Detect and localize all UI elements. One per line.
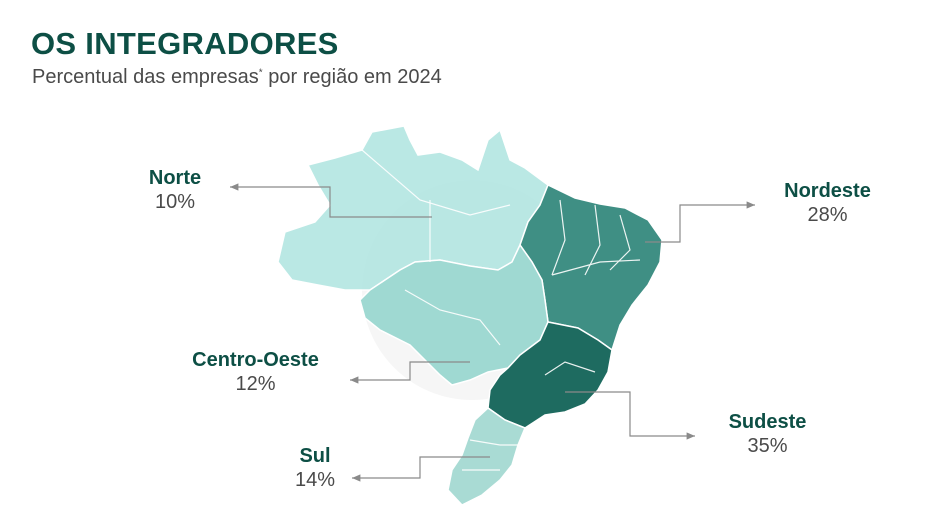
region-percent: 10% bbox=[154, 191, 196, 213]
region-sudeste-shape bbox=[487, 321, 613, 429]
region-name: Norte bbox=[148, 167, 202, 189]
region-percent: 14% bbox=[294, 469, 336, 491]
region-name: Nordeste bbox=[784, 180, 871, 202]
region-percent: 28% bbox=[807, 204, 848, 226]
page-title: OS INTEGRADORES bbox=[31, 26, 339, 61]
subtitle-tail: por região em 2024 bbox=[262, 66, 442, 88]
state-borders bbox=[361, 149, 641, 471]
region-name: Sul bbox=[299, 445, 331, 467]
leader-line-norte bbox=[230, 183, 432, 218]
leader-lines bbox=[230, 183, 755, 482]
page-subtitle: Percentual das empresas* por região em 2… bbox=[32, 66, 442, 89]
subtitle-footnote-mark: * bbox=[258, 67, 263, 79]
region-percent: 35% bbox=[747, 435, 788, 457]
label-nordeste: Nordeste 28% bbox=[770, 179, 885, 227]
subtitle-text: Percentual das empresas bbox=[32, 66, 259, 88]
region-percent: 12% bbox=[235, 373, 276, 395]
label-sudeste: Sudeste 35% bbox=[715, 410, 820, 458]
leader-line-centro-oeste bbox=[350, 361, 470, 384]
region-name: Centro-Oeste bbox=[192, 349, 319, 371]
label-centro-oeste: Centro-Oeste 12% bbox=[178, 348, 333, 396]
leader-line-sul bbox=[352, 456, 490, 482]
label-sul: Sul 14% bbox=[280, 444, 350, 492]
region-name: Sudeste bbox=[728, 411, 807, 433]
leader-line-sudeste bbox=[565, 391, 695, 440]
label-norte: Norte 10% bbox=[130, 166, 220, 214]
leader-line-nordeste bbox=[645, 201, 755, 243]
